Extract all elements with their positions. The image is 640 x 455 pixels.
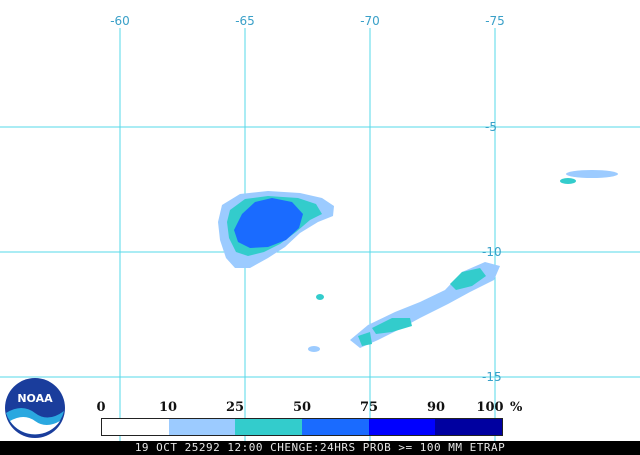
legend-unit: % <box>510 400 523 415</box>
lat-label-5: -5 <box>485 120 497 134</box>
status-bar: 19 OCT 25292 12:00 CHENGE:24HRS PROB >= … <box>0 441 640 455</box>
legend-tick-50: 50 <box>292 400 312 415</box>
prob-area-25-50-band-east <box>450 268 486 290</box>
legend-swatch-75-90 <box>368 419 436 435</box>
lat-label-10: -10 <box>482 245 502 259</box>
legend-tick-100: 100 <box>476 400 504 415</box>
status-text: 19 OCT 25292 12:00 CHENGE:24HRS PROB >= … <box>134 441 506 454</box>
probability-areas <box>218 170 618 352</box>
lon-label-60: -60 <box>110 14 130 28</box>
lon-label-70: -70 <box>360 14 380 28</box>
prob-area-25-50-band <box>372 318 412 334</box>
prob-area-cell-south <box>308 346 320 352</box>
noaa-logo-text: NOAA <box>17 392 53 405</box>
map-grid <box>0 28 640 441</box>
noaa-logo: NOAA <box>5 378 65 438</box>
lon-label-75: -75 <box>485 14 505 28</box>
legend-swatch-90-100 <box>435 419 503 435</box>
legend-tick-75: 75 <box>359 400 379 415</box>
legend-tick-25: 25 <box>225 400 245 415</box>
prob-area-50-75-main <box>234 198 303 248</box>
legend-swatch-0-10 <box>102 419 169 435</box>
legend-tick-0: 0 <box>96 400 106 415</box>
legend-tick-90: 90 <box>426 400 446 415</box>
legend-swatch-10-25 <box>168 419 236 435</box>
lat-label-15: -15 <box>482 370 502 384</box>
legend-swatch-25-50 <box>235 419 303 435</box>
lon-label-65: -65 <box>235 14 255 28</box>
prob-area-25-50-band-west <box>358 332 372 346</box>
legend-swatch-50-75 <box>302 419 369 435</box>
prob-area-cell-east-core <box>560 178 576 184</box>
prob-area-cell-mid <box>316 294 324 300</box>
prob-area-cell-east <box>566 170 618 178</box>
legend-tick-10: 10 <box>158 400 178 415</box>
legend-color-bar <box>101 418 503 436</box>
